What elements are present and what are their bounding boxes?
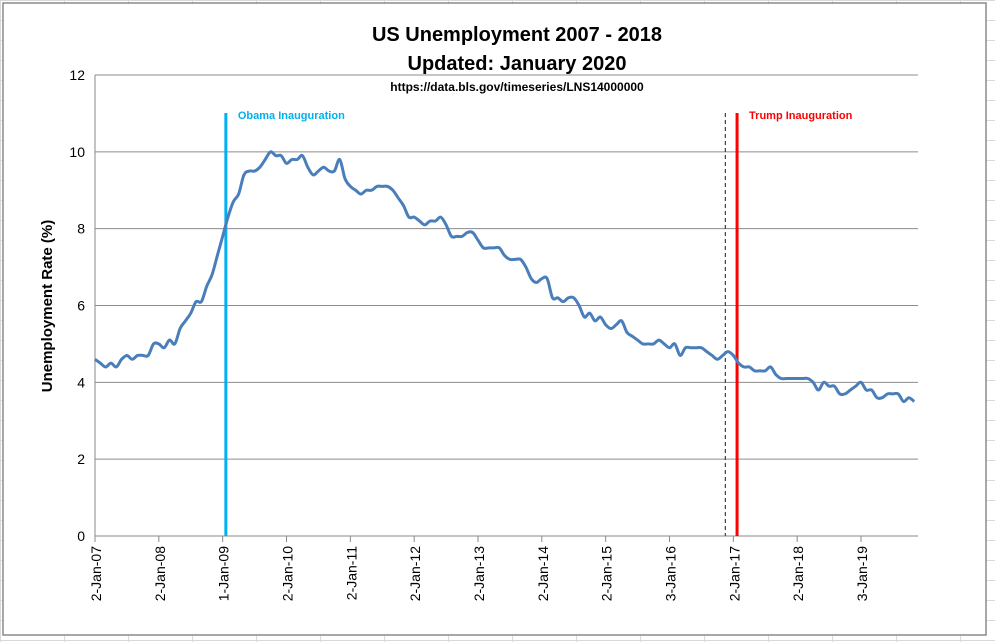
y-axis-label: Unemployment Rate (%) bbox=[39, 220, 56, 393]
x-tick-label: 2-Jan-17 bbox=[726, 546, 742, 601]
x-tick-label: 2-Jan-14 bbox=[535, 546, 551, 601]
y-tick-label: 4 bbox=[77, 374, 85, 390]
x-tick-label: 2-Jan-15 bbox=[599, 546, 615, 601]
chart-title: US Unemployment 2007 - 2018 bbox=[372, 24, 662, 46]
x-tick-label: 2-Jan-11 bbox=[343, 546, 359, 600]
x-tick-label: 2-Jan-10 bbox=[280, 546, 296, 601]
y-tick-label: 8 bbox=[77, 221, 85, 237]
x-tick-label: 2-Jan-12 bbox=[407, 546, 423, 601]
x-tick-label: 1-Jan-09 bbox=[216, 546, 232, 601]
x-tick-label: 2-Jan-18 bbox=[790, 546, 806, 601]
x-tick-label: 2-Jan-07 bbox=[88, 546, 104, 601]
y-tick-label: 2 bbox=[77, 451, 85, 467]
x-tick-label: 3-Jan-16 bbox=[663, 546, 679, 601]
inauguration-label: Trump Inauguration bbox=[749, 110, 853, 122]
y-tick-label: 12 bbox=[69, 67, 85, 83]
chart-area bbox=[2, 2, 987, 636]
inauguration-label: Obama Inauguration bbox=[238, 110, 345, 122]
chart-source: https://data.bls.gov/timeseries/LNS14000… bbox=[390, 80, 644, 94]
y-tick-label: 0 bbox=[77, 528, 85, 544]
y-tick-label: 6 bbox=[77, 298, 85, 314]
y-tick-label: 10 bbox=[69, 144, 85, 160]
x-tick-label: 3-Jan-19 bbox=[854, 546, 870, 601]
x-tick-label: 2-Jan-13 bbox=[471, 546, 487, 601]
chart-subtitle: Updated: January 2020 bbox=[408, 53, 627, 75]
x-tick-label: 2-Jan-08 bbox=[152, 546, 168, 601]
